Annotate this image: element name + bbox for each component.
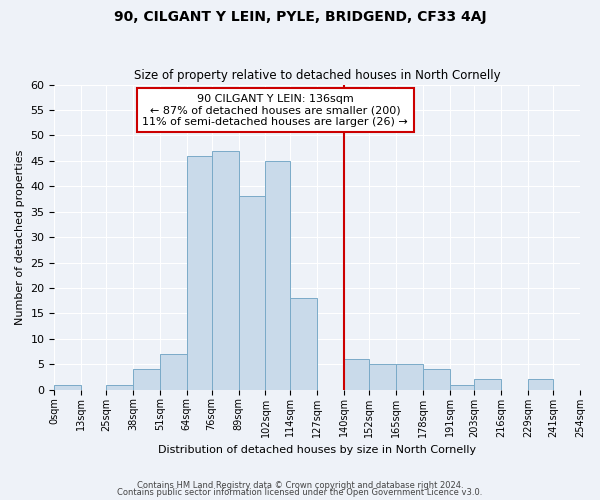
Bar bbox=[369, 364, 396, 390]
Bar bbox=[106, 384, 133, 390]
Text: Contains public sector information licensed under the Open Government Licence v3: Contains public sector information licen… bbox=[118, 488, 482, 497]
Bar bbox=[449, 384, 475, 390]
Text: 90 CILGANT Y LEIN: 136sqm
← 87% of detached houses are smaller (200)
11% of semi: 90 CILGANT Y LEIN: 136sqm ← 87% of detac… bbox=[142, 94, 408, 127]
Text: 90, CILGANT Y LEIN, PYLE, BRIDGEND, CF33 4AJ: 90, CILGANT Y LEIN, PYLE, BRIDGEND, CF33… bbox=[113, 10, 487, 24]
Text: Contains HM Land Registry data © Crown copyright and database right 2024.: Contains HM Land Registry data © Crown c… bbox=[137, 480, 463, 490]
Bar bbox=[344, 359, 369, 390]
Bar bbox=[133, 370, 160, 390]
Bar bbox=[528, 380, 553, 390]
Title: Size of property relative to detached houses in North Cornelly: Size of property relative to detached ho… bbox=[134, 69, 500, 82]
Bar bbox=[290, 298, 317, 390]
Bar bbox=[160, 354, 187, 390]
Y-axis label: Number of detached properties: Number of detached properties bbox=[15, 150, 25, 325]
Bar bbox=[475, 380, 502, 390]
Bar bbox=[212, 150, 239, 390]
Bar bbox=[265, 161, 290, 390]
Bar bbox=[239, 196, 265, 390]
Bar bbox=[423, 370, 449, 390]
Bar bbox=[396, 364, 423, 390]
Bar bbox=[187, 156, 212, 390]
X-axis label: Distribution of detached houses by size in North Cornelly: Distribution of detached houses by size … bbox=[158, 445, 476, 455]
Bar bbox=[55, 384, 82, 390]
